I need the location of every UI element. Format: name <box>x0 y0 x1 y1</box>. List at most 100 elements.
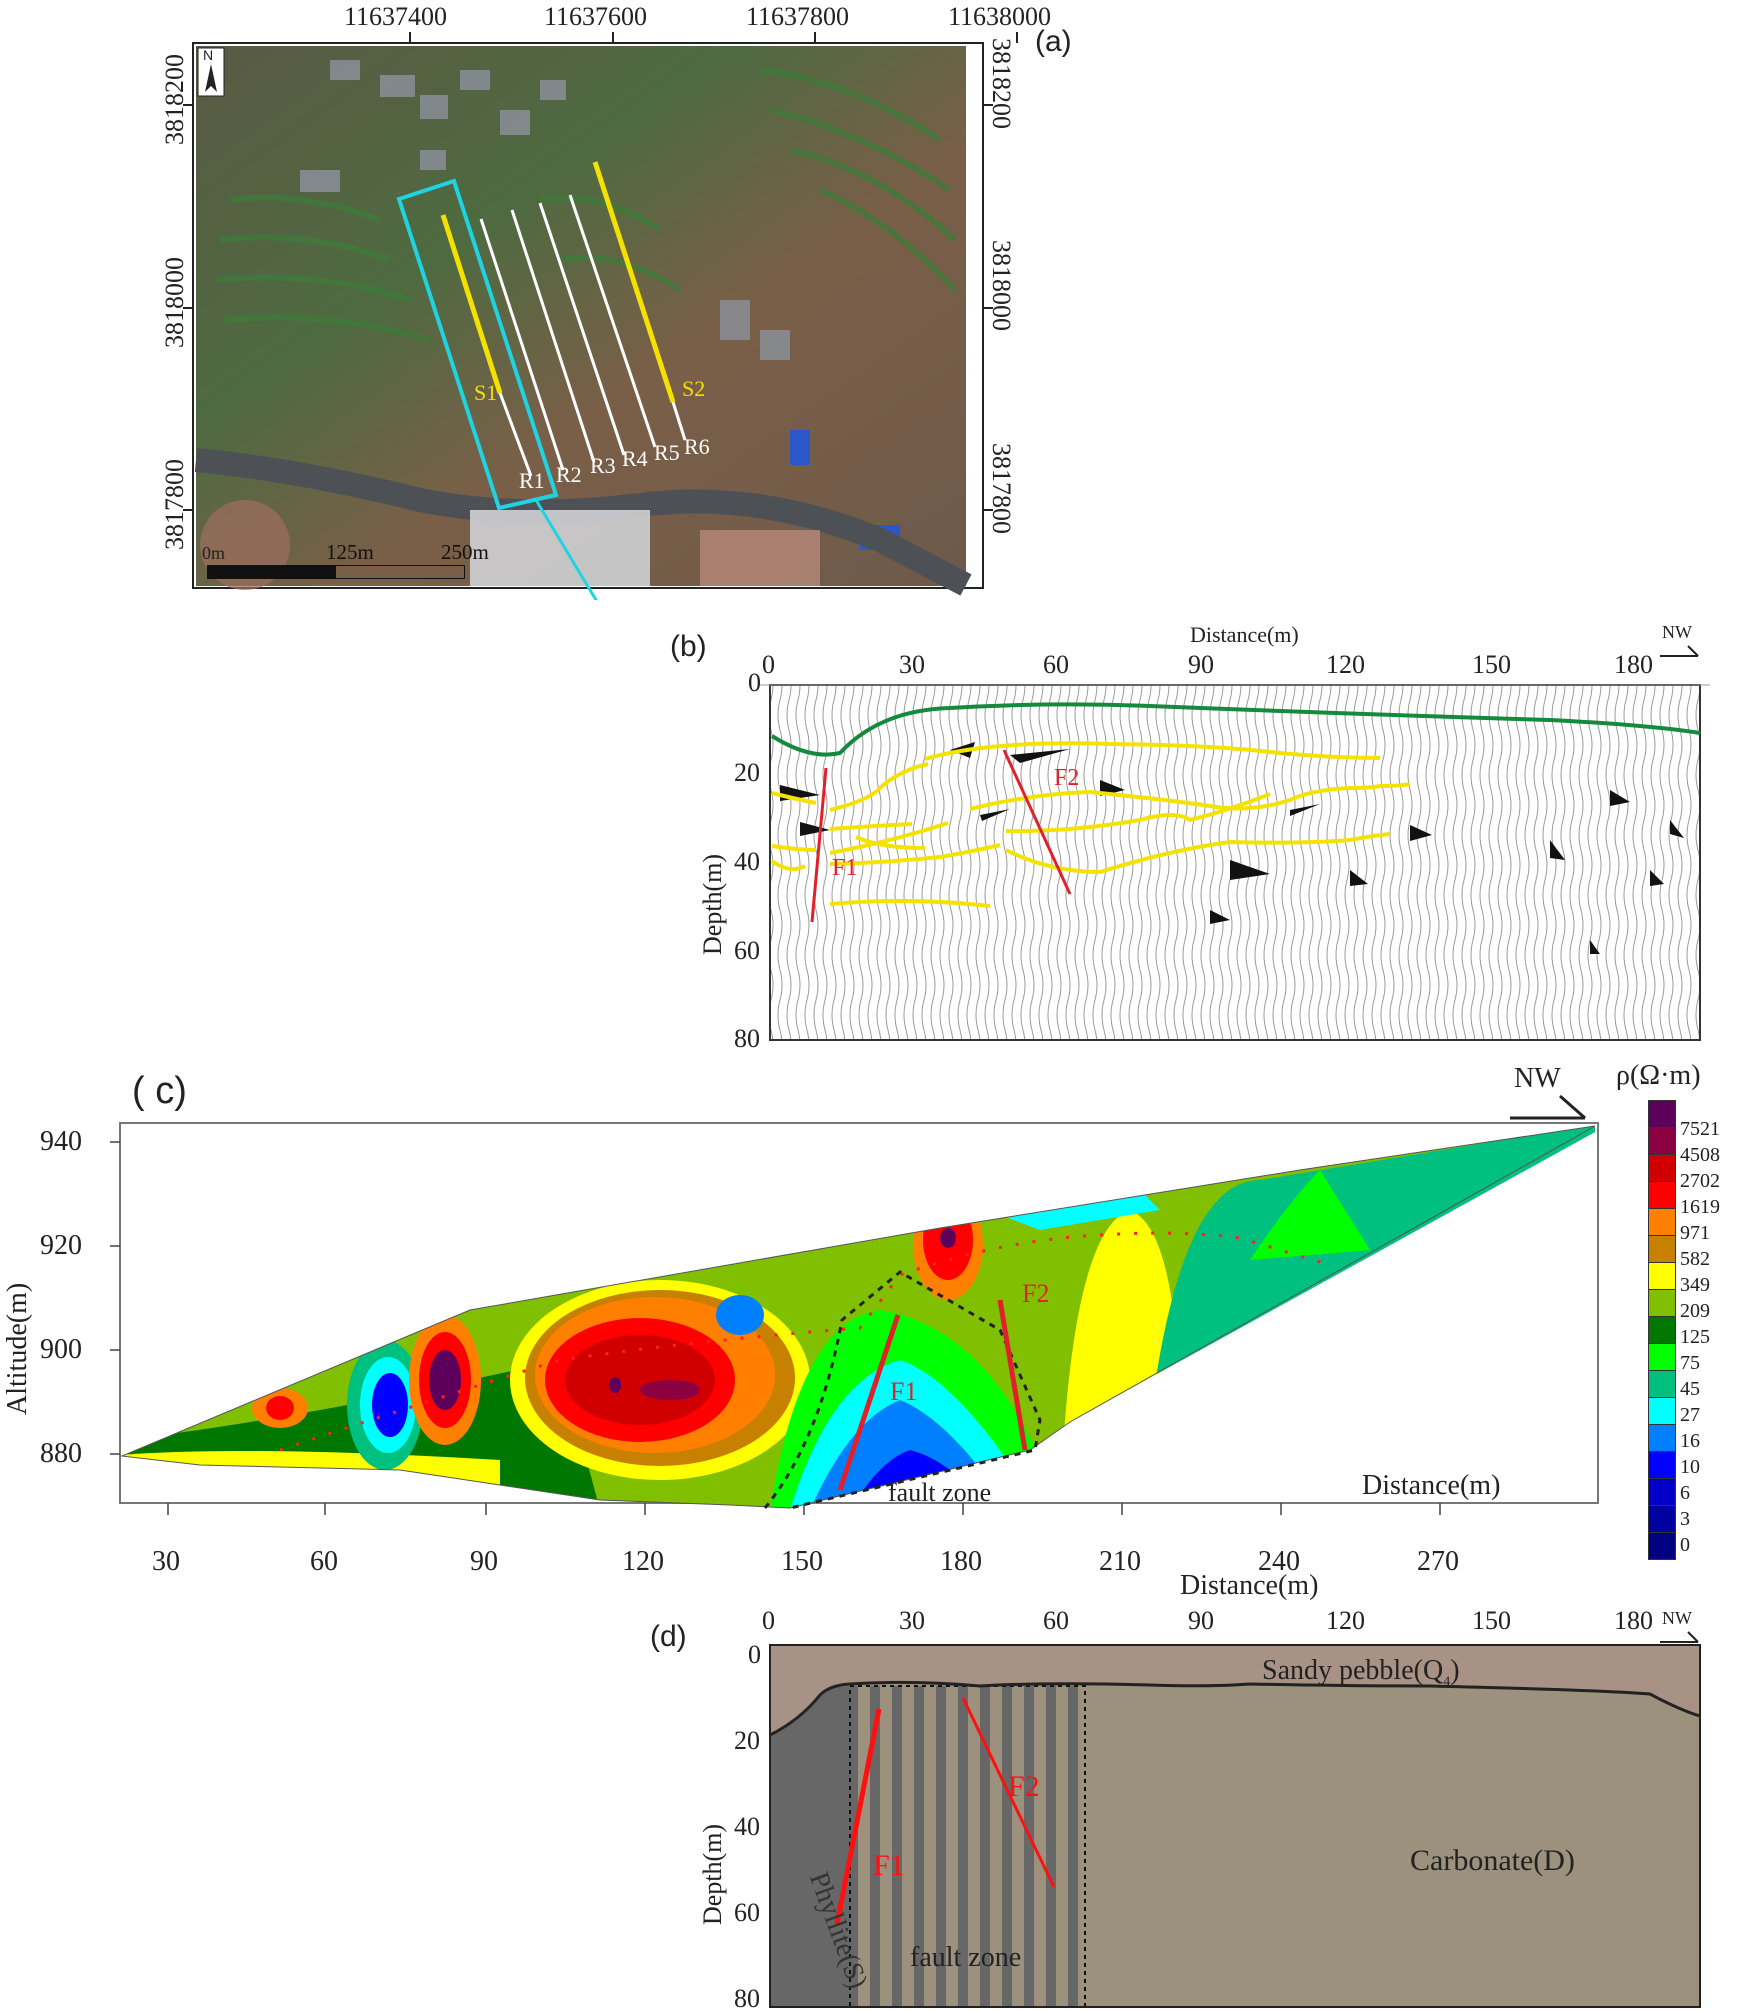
scale-bar <box>207 565 465 579</box>
colorbar-title: ρ(Ω·m) <box>1616 1060 1701 1091</box>
colorbar-swatch <box>1648 1290 1676 1317</box>
colorbar-label: 10 <box>1680 1456 1700 1478</box>
map-y-tick: 3818200 <box>160 54 189 145</box>
scale-label-125: 125m <box>326 540 374 564</box>
colorbar-swatch <box>1648 1533 1676 1560</box>
map-y-tick: 3818000 <box>160 257 189 348</box>
x-tick: 180 <box>1614 650 1653 679</box>
colorbar <box>1648 1100 1676 1560</box>
panel-label-a: (a) <box>1035 25 1072 58</box>
seismic-line-label-s2: S2 <box>682 376 706 401</box>
colorbar-label: 0 <box>1680 1534 1690 1556</box>
x-tick: 30 <box>152 1546 180 1577</box>
colorbar-swatch <box>1648 1236 1676 1263</box>
y-tick: 80 <box>734 1024 760 1053</box>
map-x-tick: 11637600 <box>544 2 648 31</box>
colorbar-label: 349 <box>1680 1274 1710 1296</box>
colorbar-swatch <box>1648 1425 1676 1452</box>
resistivity-plot: F1 F2 <box>110 1122 1599 1515</box>
colorbar-label: 6 <box>1680 1482 1690 1504</box>
map-y-tick: 3817800 <box>160 459 189 550</box>
geology-plot: F1 F2 <box>769 1644 1701 2008</box>
x-tick: 0 <box>762 650 775 679</box>
fault-label-f1: F1 <box>873 1849 905 1882</box>
fault-zone-label: fault zone <box>910 1942 1022 1973</box>
inner-x-axis-title: Distance(m) <box>1362 1470 1501 1501</box>
x-tick: 180 <box>940 1546 982 1577</box>
colorbar-swatch <box>1648 1506 1676 1533</box>
panel-d: (d) NW 0 30 60 90 120 150 180 0 20 40 60… <box>650 1600 1750 2013</box>
colorbar-swatch <box>1648 1371 1676 1398</box>
panel-label-d: (d) <box>650 1620 687 1653</box>
unit-label-carbonate: Carbonate(D) <box>1410 1844 1575 1877</box>
fault-label-f1: F1 <box>890 1377 917 1406</box>
y-tick: 920 <box>40 1230 82 1261</box>
y-tick: 880 <box>40 1438 82 1469</box>
colorbar-label: 7521 <box>1680 1118 1720 1140</box>
colorbar-swatch <box>1648 1452 1676 1479</box>
x-tick: 270 <box>1417 1546 1459 1577</box>
colorbar-label: 125 <box>1680 1326 1710 1348</box>
colorbar-label: 582 <box>1680 1248 1710 1270</box>
x-tick: 240 <box>1258 1546 1300 1577</box>
y-tick: 900 <box>40 1334 82 1365</box>
fault-label-f1: F1 <box>832 855 857 881</box>
map-y-tick-right: 3818000 <box>987 240 1016 331</box>
north-arrow-icon: N <box>203 47 214 63</box>
x-axis-title: Distance(m) <box>1190 622 1299 647</box>
map-x-tick: 11637800 <box>746 2 850 31</box>
fault-label-f2: F2 <box>1054 765 1079 791</box>
resistivity-line-label-r3: R3 <box>590 453 616 478</box>
y-tick: 80 <box>734 1984 760 2013</box>
fault-label-f2: F2 <box>1022 1279 1049 1308</box>
resistivity-line-label-r6: R6 <box>684 434 710 459</box>
colorbar-label: 4508 <box>1680 1144 1720 1166</box>
map-x-tick: 11638000 <box>948 2 1052 31</box>
colorbar-label: 209 <box>1680 1300 1710 1322</box>
panel-label-c: ( c) <box>132 1070 187 1112</box>
x-tick: 90 <box>470 1546 498 1577</box>
map-y-tick-right: 3817800 <box>987 443 1016 534</box>
x-tick: 150 <box>1472 650 1511 679</box>
x-tick: 90 <box>1188 1606 1214 1635</box>
direction-arrow-icon <box>1660 1631 1699 1643</box>
x-tick: 210 <box>1099 1546 1141 1577</box>
panel-b: (b) Distance(m) NW 0 30 60 90 120 150 18… <box>650 610 1750 1060</box>
y-tick: 40 <box>734 1812 760 1841</box>
colorbar-swatch <box>1648 1100 1676 1128</box>
colorbar-label: 16 <box>1680 1430 1700 1452</box>
direction-text: NW <box>1514 1063 1561 1094</box>
x-tick: 30 <box>899 1606 925 1635</box>
colorbar-swatch <box>1648 1344 1676 1371</box>
y-tick: 20 <box>734 1726 760 1755</box>
colorbar-label: 75 <box>1680 1352 1700 1374</box>
panel-c: ( c) Electrode Spacing=5m RMS(5)=12.3% W… <box>0 1060 1750 1601</box>
y-tick: 60 <box>734 1898 760 1927</box>
y-tick: 40 <box>734 847 760 876</box>
y-tick: 0 <box>748 1640 761 1669</box>
x-tick: 120 <box>622 1546 664 1577</box>
direction-arrow-icon <box>1510 1094 1586 1120</box>
colorbar-label: 27 <box>1680 1404 1700 1426</box>
x-tick: 150 <box>1472 1606 1511 1635</box>
resistivity-line-label-r5: R5 <box>654 440 680 465</box>
unit-label-sandy-pebble: Sandy pebble(Q4) <box>1262 1655 1460 1690</box>
x-tick: 0 <box>762 1606 775 1635</box>
x-tick: 60 <box>1043 650 1069 679</box>
fault-label-f2: F2 <box>1008 1770 1040 1803</box>
seismic-line-label-s1: S1 <box>474 380 498 405</box>
panel-label-b: (b) <box>670 630 707 663</box>
resistivity-line-label-r4: R4 <box>622 446 648 471</box>
direction-arrow-icon <box>1660 645 1699 657</box>
direction-label: NW <box>1662 622 1692 643</box>
x-tick: 90 <box>1188 650 1214 679</box>
x-tick: 150 <box>781 1546 823 1577</box>
x-tick: 180 <box>1614 1606 1653 1635</box>
y-tick: 940 <box>40 1126 82 1157</box>
map-x-tick: 11637400 <box>344 2 448 31</box>
colorbar-swatch <box>1648 1155 1676 1182</box>
colorbar-swatch <box>1648 1317 1676 1344</box>
fault-zone-label: fault zone <box>888 1478 992 1507</box>
y-tick: 0 <box>748 668 761 697</box>
colorbar-label: 1619 <box>1680 1196 1720 1218</box>
